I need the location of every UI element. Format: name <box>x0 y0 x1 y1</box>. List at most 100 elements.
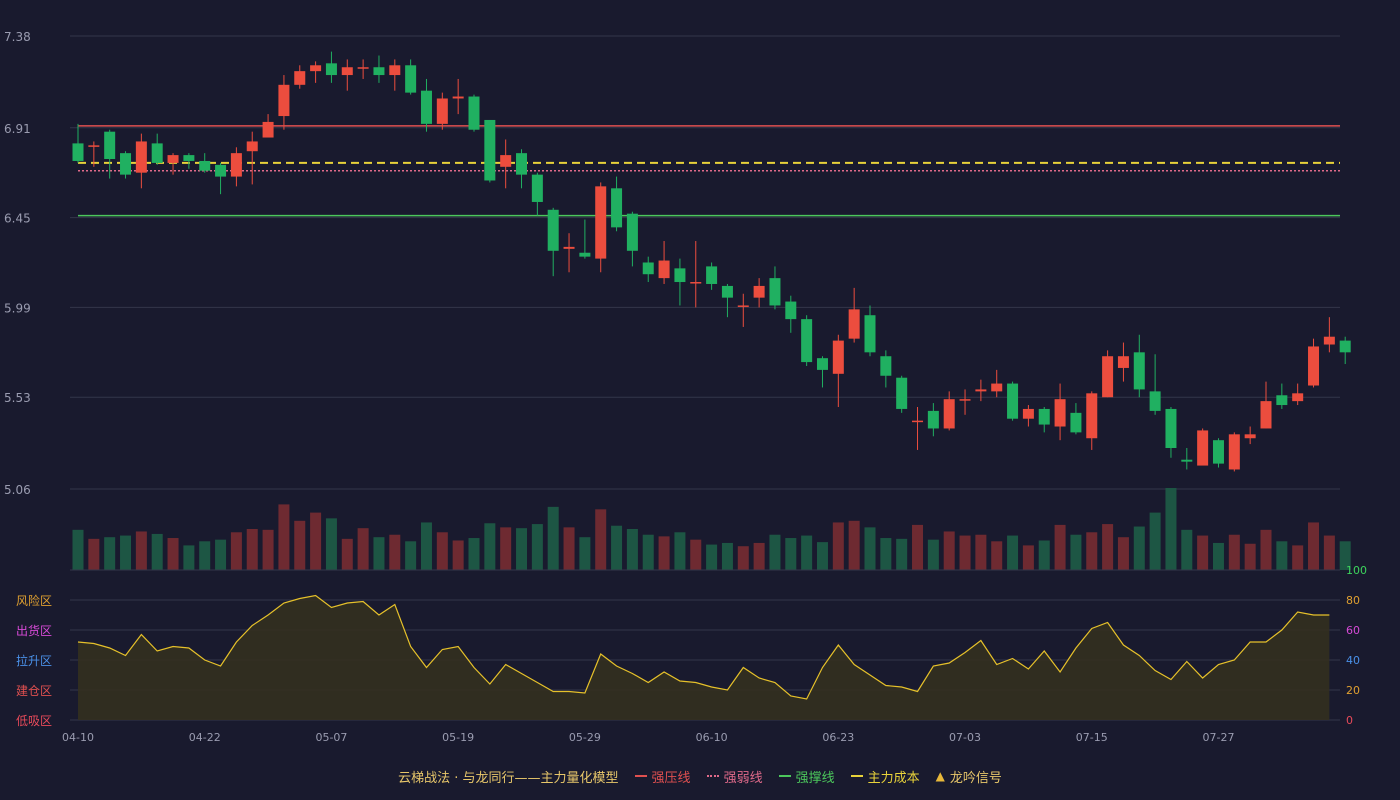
volume-bar <box>991 541 1003 570</box>
osc-zone-label: 拉升区 <box>16 653 52 668</box>
candle-body <box>1292 393 1304 402</box>
volume-bar <box>595 509 607 570</box>
candle-body <box>135 141 147 173</box>
candle-body <box>1133 352 1145 390</box>
volume-bar <box>468 538 480 570</box>
volume-bar <box>1038 540 1050 570</box>
volume-bar <box>816 542 828 570</box>
candle-body <box>801 319 813 363</box>
volume-bar <box>1133 526 1145 570</box>
candle-body <box>1212 440 1224 464</box>
volume-bar <box>1165 488 1177 570</box>
volume-bar <box>215 539 227 570</box>
candle-body <box>104 131 116 160</box>
volume-bar <box>896 538 908 570</box>
legend-item-strong-pressure[interactable]: 强压线 <box>634 767 691 786</box>
candle-body <box>1244 434 1256 439</box>
osc-tick-label: 60 <box>1346 624 1360 637</box>
candle-body <box>1149 391 1161 411</box>
legend-label: 主力成本 <box>867 770 920 786</box>
legend-label: 强弱线 <box>723 770 763 786</box>
volume-bar <box>88 538 100 570</box>
legend-swatch-dotted <box>706 775 719 777</box>
indicator-lines <box>78 125 1340 217</box>
osc-zone-label: 建仓区 <box>16 684 52 698</box>
volume-bar <box>642 534 654 570</box>
candle-body <box>690 282 702 284</box>
candle-body <box>1038 408 1050 425</box>
volume-bar <box>1308 522 1320 570</box>
volume-bar <box>405 541 417 570</box>
candle-body <box>1197 430 1209 466</box>
price-tick-label: 5.53 <box>4 391 31 405</box>
price-tick-label: 5.06 <box>4 483 31 497</box>
legend-swatch-dashed <box>850 775 863 777</box>
candle-body <box>896 377 908 409</box>
legend-item-dragon-signal[interactable]: ▲ 龙吟信号 <box>936 767 1002 786</box>
volume-bar <box>943 531 955 570</box>
candle-body <box>1022 408 1034 419</box>
legend: 云梯战法 · 与龙同行——主力量化模型 强压线 强弱线 强撑线 主力成本 ▲ 龙… <box>0 764 1400 788</box>
volume-bar <box>547 506 559 570</box>
volume-bar <box>1228 534 1240 570</box>
legend-item-strong-support[interactable]: 强撑线 <box>778 767 835 786</box>
legend-item-strong-weak[interactable]: 强弱线 <box>706 767 763 786</box>
candle-body <box>183 155 195 161</box>
x-axis: 04-10 04-22 05-07 05-19 05-29 06-10 06-23 07-03… <box>62 731 1234 744</box>
volume-bar <box>626 529 638 570</box>
volume-bar <box>1260 529 1272 570</box>
volume-bar <box>135 531 147 570</box>
volume-bar <box>310 512 322 570</box>
legend-swatch-solid <box>778 775 791 777</box>
volume-bar <box>151 533 163 570</box>
candle-body <box>484 119 496 181</box>
x-tick-label: 05-19 <box>442 731 474 744</box>
triangle-icon: ▲ <box>935 769 945 783</box>
x-tick-label: 07-27 <box>1202 731 1234 744</box>
volume-bar <box>262 529 274 570</box>
candle-body <box>1228 434 1240 470</box>
volume-bar <box>373 537 385 570</box>
volume-bar <box>500 527 512 570</box>
candle-body <box>468 96 480 130</box>
osc-tick-label: 20 <box>1346 684 1360 697</box>
volume-bar <box>104 537 116 570</box>
candle-body <box>975 389 987 392</box>
volume-bar <box>658 536 670 570</box>
candle-body <box>1276 395 1288 406</box>
price-tick-label: 6.91 <box>4 122 31 136</box>
legend-swatch-solid <box>634 775 647 777</box>
volume-bar <box>737 546 749 570</box>
candle-body <box>547 209 559 251</box>
volume-bar <box>1212 542 1224 570</box>
legend-label: 强压线 <box>651 770 691 786</box>
candle-body <box>674 268 686 283</box>
volume-bar <box>1149 512 1161 570</box>
legend-item-main-cost[interactable]: 主力成本 <box>850 767 920 786</box>
price-tick-label: 6.45 <box>4 212 31 226</box>
candle-body <box>611 188 623 228</box>
candle-body <box>1070 412 1082 433</box>
volume-bar <box>420 522 432 570</box>
volume-bar <box>183 545 195 570</box>
volume-bar <box>1292 545 1304 570</box>
candle-body <box>436 98 448 124</box>
candle-body <box>753 285 765 298</box>
candle-body <box>500 155 512 167</box>
price-tick-label: 7.38 <box>4 30 31 44</box>
volume-bar <box>199 541 211 570</box>
osc-area <box>78 595 1330 720</box>
candle-body <box>1165 408 1177 448</box>
candle-body <box>706 266 718 284</box>
volume-bar <box>721 542 733 570</box>
x-tick-label: 07-03 <box>949 731 981 744</box>
candle-body <box>769 278 781 306</box>
candle-body <box>215 164 227 177</box>
volume-bar <box>959 535 971 570</box>
volume-bar <box>832 522 844 570</box>
volume-bar <box>1276 541 1288 570</box>
candle-body <box>88 145 100 147</box>
volume-bar <box>357 528 369 570</box>
x-tick-label: 04-10 <box>62 731 94 744</box>
